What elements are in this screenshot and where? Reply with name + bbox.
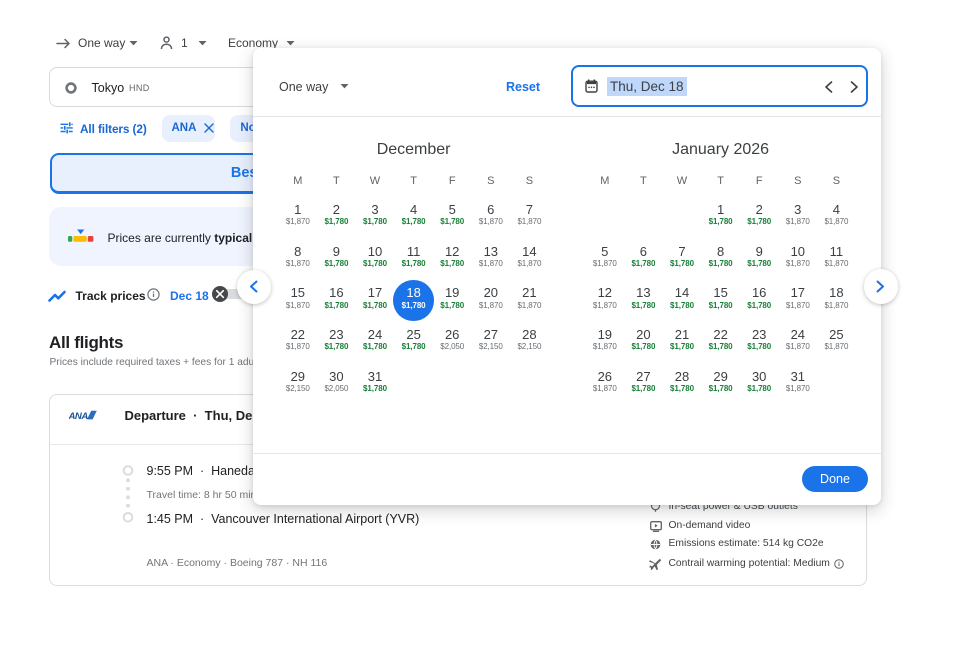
- svg-text:ANA: ANA: [69, 410, 88, 419]
